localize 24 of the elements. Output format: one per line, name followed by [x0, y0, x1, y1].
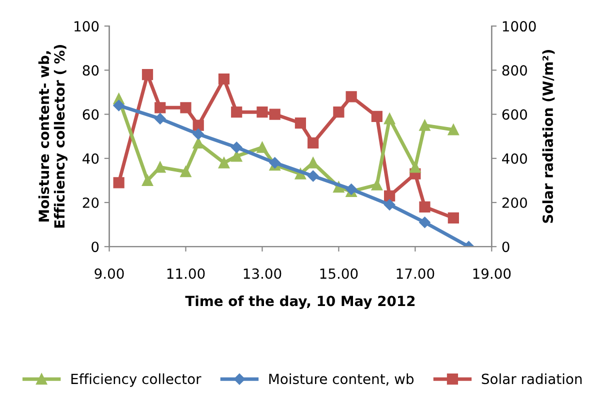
legend-label: Solar radiation [482, 373, 582, 384]
y-tick-label: 80 [82, 65, 99, 76]
x-axis-title: Time of the day, 10 May 2012 [185, 295, 415, 310]
y2-tick-label: 800 [502, 65, 527, 76]
x-tick-label: 15.00 [320, 268, 358, 279]
x-tick-label: 19.00 [473, 268, 511, 279]
y-tick-label: 20 [82, 197, 99, 208]
legend-label: Efficiency collector [71, 373, 202, 387]
y2-tick-label: 200 [502, 197, 527, 208]
y-tick-label: 60 [82, 109, 99, 120]
x-tick-label: 17.00 [396, 268, 434, 279]
x-tick-label: 9.00 [94, 268, 124, 279]
y-axis-title: Moisture content- wb, Efficiency collector ( %) [38, 45, 68, 228]
legend-label: Moisture content, wb [269, 373, 414, 386]
y2-tick-label: 1000 [502, 21, 536, 32]
x-tick-label: 13.00 [244, 268, 282, 279]
x-tick-label: 11.00 [167, 268, 205, 279]
y-tick-label: 100 [74, 21, 99, 32]
y2-tick-label: 600 [502, 109, 527, 120]
y-tick-label: 40 [82, 153, 99, 164]
y2-tick-label: 400 [502, 153, 527, 164]
y-tick-label: 0 [92, 242, 99, 252]
y2-tick-label: 0 [502, 242, 510, 252]
y2-axis-title: Solar radiation (W/m²) [542, 50, 555, 223]
